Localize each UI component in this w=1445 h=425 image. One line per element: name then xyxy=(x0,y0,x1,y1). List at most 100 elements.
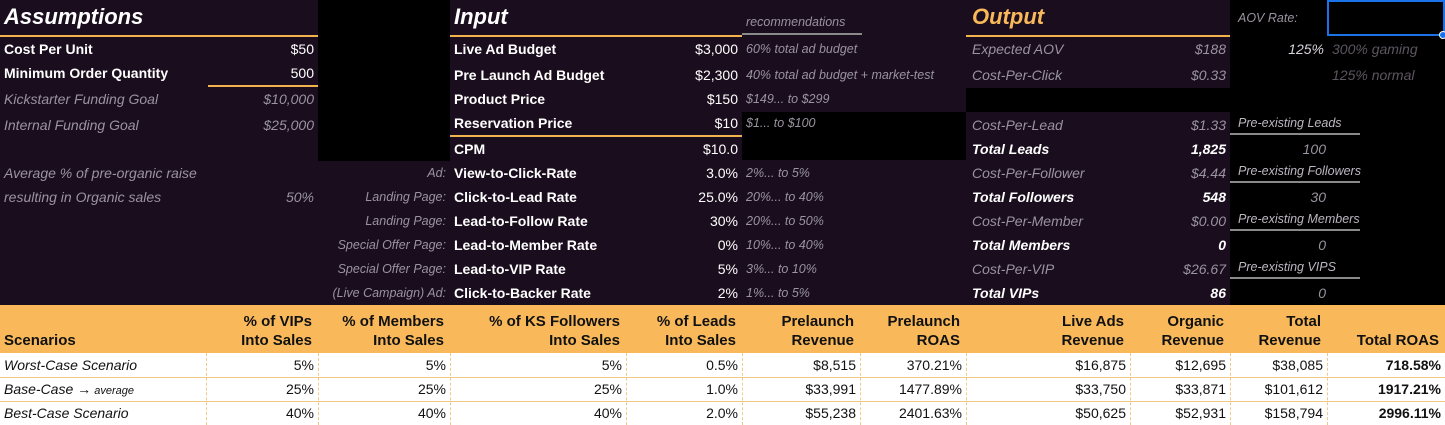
input-row-recommendation: 1%... to 5% xyxy=(746,286,810,300)
scenario-cell[interactable]: $8,515 xyxy=(813,357,856,373)
scenario-cell[interactable]: 718.58% xyxy=(1385,357,1441,373)
output-row-value: $188 xyxy=(1194,41,1226,57)
input-row-value[interactable]: 5% xyxy=(717,261,738,277)
organic-value[interactable]: 50% xyxy=(285,189,314,205)
input-row-label: Lead-to-Member Rate xyxy=(454,237,598,253)
header-underline xyxy=(742,33,862,35)
empty-cells-block xyxy=(966,88,1230,112)
scenario-cell[interactable]: $38,085 xyxy=(1272,357,1323,373)
scenario-name: Worst-Case Scenario xyxy=(4,353,137,377)
scenario-cell[interactable]: 5% xyxy=(601,357,622,373)
scenario-cell[interactable]: 25% xyxy=(593,381,622,397)
output-row-value: 1,825 xyxy=(1190,141,1226,157)
scenario-cell[interactable]: 25% xyxy=(285,381,314,397)
input-row-value[interactable]: 0% xyxy=(717,237,738,253)
input-row-recommendation: 40% total ad budget + market-test xyxy=(746,68,934,82)
scenario-cell[interactable]: 2.0% xyxy=(706,405,738,421)
input-row-value[interactable]: 30% xyxy=(709,213,738,229)
column-header-label: % of VIPs Into Sales xyxy=(241,313,312,349)
scenario-cell[interactable]: $33,750 xyxy=(1075,381,1126,397)
column-header-label: Prelaunch Revenue xyxy=(781,313,854,349)
organic-label-line1: Average % of pre-organic raise xyxy=(4,165,197,181)
scenario-name: Best-Case Scenario xyxy=(4,401,129,425)
scenario-cell[interactable]: $52,931 xyxy=(1175,405,1226,421)
scenario-cell[interactable]: $55,238 xyxy=(805,405,856,421)
output-title: Output xyxy=(972,4,1045,29)
input-row-label: Live Ad Budget xyxy=(454,41,557,57)
column-header: Scenarios xyxy=(0,305,206,353)
column-header-label: Live Ads Revenue xyxy=(1061,313,1124,349)
scenario-cell[interactable]: $33,991 xyxy=(805,381,856,397)
column-header: Live Ads Revenue xyxy=(966,305,1130,353)
scenario-cell[interactable]: 5% xyxy=(293,357,314,373)
output-row-value: 86 xyxy=(1210,285,1226,301)
empty-cells-block xyxy=(742,112,966,160)
scenario-cell[interactable]: 2996.11% xyxy=(1378,405,1441,421)
output-row-label: Cost-Per-Click xyxy=(972,67,1062,83)
column-header: Total Revenue xyxy=(1230,305,1327,353)
input-row-value[interactable]: $10 xyxy=(714,115,738,131)
preexisting-value[interactable]: 30 xyxy=(1310,189,1326,205)
output-row-label: Cost-Per-Lead xyxy=(972,117,1063,133)
empty-cells-block xyxy=(1230,0,1445,305)
input-row-value[interactable]: 2% xyxy=(717,285,738,301)
preexisting-label: Pre-existing VIPS xyxy=(1238,260,1336,274)
selected-cell[interactable] xyxy=(1327,0,1445,36)
preexisting-underline xyxy=(1230,133,1360,135)
input-row-label: Click-to-Lead Rate xyxy=(454,189,577,205)
input-row-recommendation: 3%... to 10% xyxy=(746,262,817,276)
aov-rate-label: AOV Rate: xyxy=(1238,11,1298,25)
title-underline xyxy=(450,35,742,37)
scenario-cell[interactable]: $33,871 xyxy=(1175,381,1226,397)
moq-value[interactable]: 500 xyxy=(290,65,314,81)
selection-handle[interactable] xyxy=(1439,31,1445,39)
input-row-label: Product Price xyxy=(454,91,546,107)
column-divider xyxy=(1230,353,1231,425)
input-row-value[interactable]: $150 xyxy=(706,91,738,107)
input-row-value[interactable]: 25.0% xyxy=(698,189,738,205)
scenario-cell[interactable]: 2401.63% xyxy=(898,405,962,421)
aov-rate-value[interactable]: 125% xyxy=(1288,41,1324,57)
scenario-name-text: Worst-Case Scenario xyxy=(4,357,138,373)
cost-per-unit-value[interactable]: $50 xyxy=(290,41,314,57)
preexisting-value[interactable]: 0 xyxy=(1318,285,1326,301)
scenario-cell[interactable]: 25% xyxy=(417,381,446,397)
column-header-label: Total ROAS xyxy=(1356,332,1439,349)
scenario-cell[interactable]: 40% xyxy=(593,405,622,421)
input-row-recommendation: 20%... to 40% xyxy=(746,190,824,204)
internal-goal-value[interactable]: $25,000 xyxy=(263,117,314,133)
preexisting-value[interactable]: 100 xyxy=(1302,141,1326,157)
preexisting-underline xyxy=(1230,181,1360,183)
output-row-value: $26.67 xyxy=(1183,261,1226,277)
scenario-cell[interactable]: 370.21% xyxy=(906,357,962,373)
scenario-cell[interactable]: 0.5% xyxy=(706,357,738,373)
input-title: Input xyxy=(454,4,508,29)
scenario-cell[interactable]: 40% xyxy=(285,405,314,421)
input-row-value[interactable]: 3.0% xyxy=(706,165,738,181)
input-row-value[interactable]: $3,000 xyxy=(695,41,738,57)
scenario-cell[interactable]: $16,875 xyxy=(1075,357,1126,373)
scenario-cell[interactable]: $12,695 xyxy=(1175,357,1226,373)
ks-goal-value[interactable]: $10,000 xyxy=(263,91,314,107)
column-header: Total ROAS xyxy=(1327,305,1445,353)
output-row-label: Total Followers xyxy=(972,189,1075,205)
scenario-cell[interactable]: 5% xyxy=(425,357,446,373)
input-row-label: Lead-to-Follow Rate xyxy=(454,213,588,229)
scenario-cell[interactable]: $101,612 xyxy=(1264,381,1323,397)
scenario-cell[interactable]: 1.0% xyxy=(706,381,738,397)
scenario-name: Base-Case → average xyxy=(4,377,134,401)
scenario-cell[interactable]: $158,794 xyxy=(1264,405,1323,421)
scenario-cell[interactable]: $50,625 xyxy=(1075,405,1126,421)
scenario-cell[interactable]: 40% xyxy=(417,405,446,421)
recommendations-header: recommendations xyxy=(746,15,846,29)
input-row-label: CPM xyxy=(454,141,486,157)
preexisting-value[interactable]: 0 xyxy=(1318,237,1326,253)
scenario-cell[interactable]: 1917.21% xyxy=(1377,381,1441,397)
column-header: Prelaunch ROAS xyxy=(860,305,966,353)
preexisting-underline xyxy=(1230,277,1360,279)
input-row-value[interactable]: $2,300 xyxy=(695,67,738,83)
input-row-value[interactable]: $10.0 xyxy=(702,141,738,157)
column-divider xyxy=(1130,353,1131,425)
scenario-cell[interactable]: 1477.89% xyxy=(898,381,962,397)
assumptions-title: Assumptions xyxy=(4,4,144,29)
